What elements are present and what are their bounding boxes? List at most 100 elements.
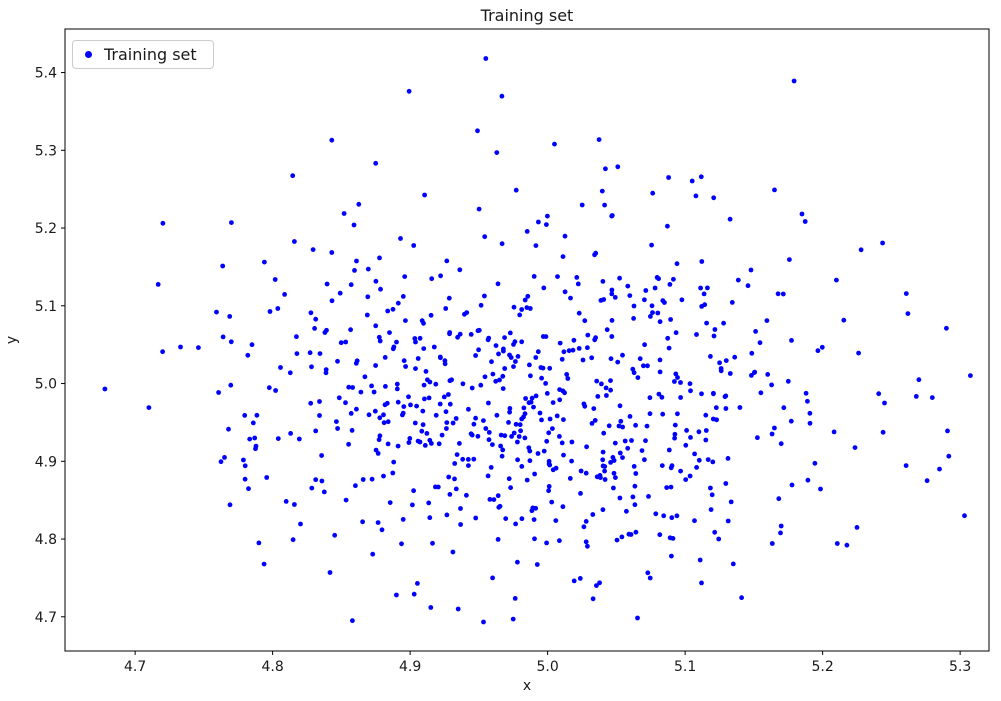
scatter-point [609,291,615,297]
scatter-point [604,327,610,333]
scatter-point [721,320,726,326]
scatter-point [807,410,813,416]
scatter-point [757,340,763,346]
scatter-point [903,291,909,296]
scatter-point [296,436,302,442]
scatter-point [723,358,729,363]
scatter-point [622,438,628,444]
scatter-point [854,525,860,530]
scatter-point [703,437,709,443]
scatter-point [458,522,463,527]
scatter-point [422,396,427,402]
scatter-point [627,293,633,298]
scatter-point [539,375,544,381]
scatter-point [576,346,582,351]
scatter-point [524,477,530,483]
scatter-point [288,431,293,436]
scatter-point [352,268,357,273]
scatter-point [580,357,586,363]
scatter-point [962,513,967,519]
scatter-point [254,412,260,418]
scatter-point [544,540,549,546]
scatter-point [366,412,372,418]
scatter-point [394,339,399,345]
scatter-point [524,229,530,234]
scatter-point [506,476,512,482]
scatter-point [905,311,911,316]
scatter-point [748,267,754,273]
scatter-point [594,378,600,384]
scatter-point [687,473,693,479]
scatter-point [516,434,522,439]
scatter-point [513,521,518,527]
scatter-point [625,445,631,451]
scatter-point [466,406,471,412]
scatter-point [590,596,596,602]
scatter-point [507,409,512,415]
scatter-point [769,541,775,546]
scatter-point [334,419,339,424]
scatter-point [419,428,425,434]
scatter-point [503,516,509,521]
scatter-point [476,347,481,353]
scatter-point [264,475,270,480]
scatter-point [489,359,494,365]
scatter-point [639,448,645,453]
y-tick-label: 4.9 [35,454,57,470]
scatter-point [411,591,417,597]
scatter-point [272,277,278,282]
scatter-point [593,250,599,256]
scatter-point [385,308,391,314]
scatter-point [468,431,474,437]
scatter-point [308,400,314,406]
scatter-point [317,413,322,418]
scatter-point [482,293,487,299]
scatter-point [710,459,716,465]
scatter-point [702,302,708,308]
scatter-point [485,473,491,479]
scatter-point [666,175,671,180]
scatter-point [708,354,713,359]
scatter-point [609,213,615,219]
scatter-point [650,310,655,315]
scatter-point [699,580,704,586]
scatter-point [589,355,595,361]
scatter-point [436,441,442,447]
scatter-point [611,485,616,491]
scatter-point [583,519,589,524]
scatter-point [531,274,537,279]
scatter-point [267,309,273,314]
scatter-point [603,385,609,391]
x-tick-label: 4.8 [261,659,283,675]
scatter-point [619,534,625,540]
scatter-point [407,436,413,441]
scatter-point [668,484,674,490]
scatter-point [631,464,637,469]
scatter-point [509,434,514,439]
scatter-point [519,464,525,469]
scatter-point [348,282,354,288]
scatter-point [261,561,267,567]
scatter-point [446,474,452,480]
scatter-point [377,255,382,261]
scatter-point [752,369,758,375]
scatter-point [292,239,297,244]
scatter-point [776,496,782,502]
scatter-point [564,372,570,377]
scatter-point [475,128,480,134]
scatter-point [669,515,675,521]
scatter-point [626,531,632,537]
scatter-point [609,334,615,339]
scatter-point [458,506,463,511]
scatter-point [732,354,738,360]
scatter-point [373,447,379,453]
scatter-point [471,456,477,462]
scatter-point [597,580,602,586]
scatter-point [324,281,330,287]
scatter-point [629,438,634,443]
scatter-point [913,394,919,399]
scatter-point [455,606,461,612]
scatter-point [511,304,517,310]
scatter-point [647,395,653,401]
scatter-point [705,457,711,462]
